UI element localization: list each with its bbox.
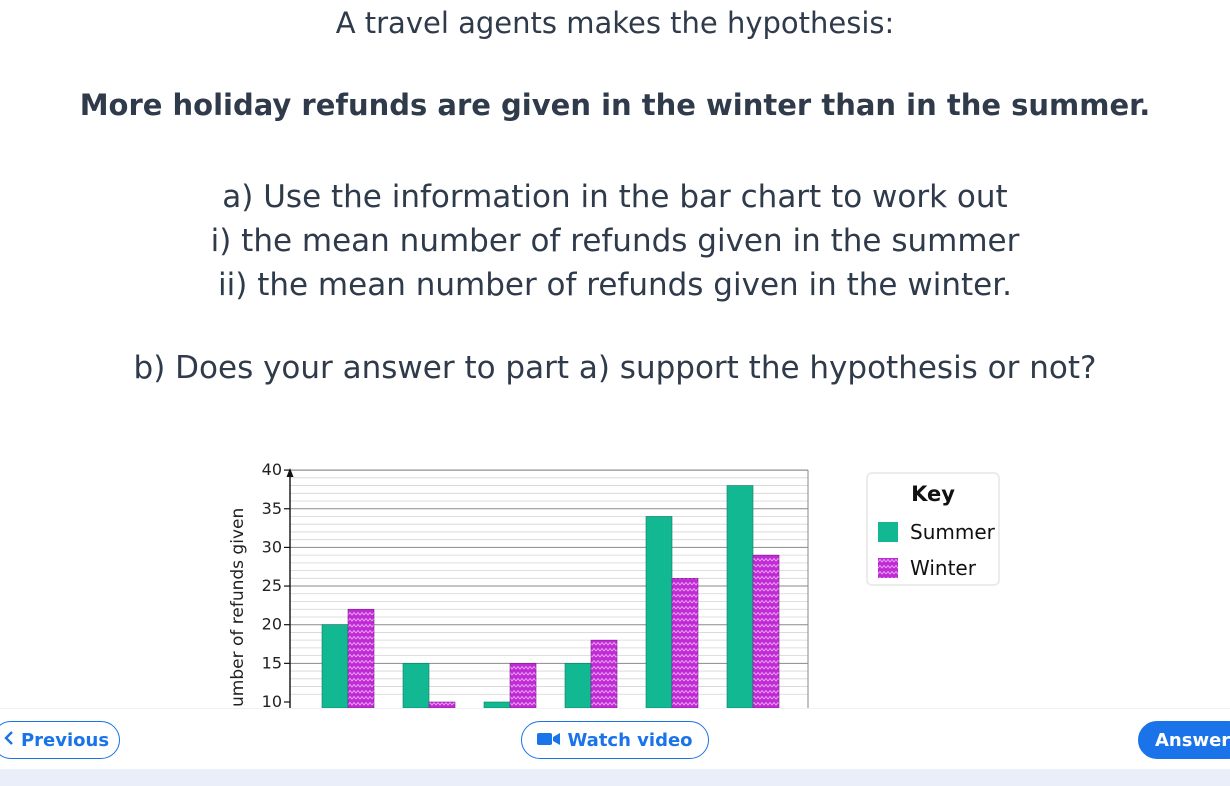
winter-swatch	[878, 558, 898, 578]
key-title: Key	[911, 482, 955, 506]
summer-bar	[726, 485, 754, 708]
key-winter-label: Winter	[910, 556, 976, 580]
key-item-winter: Winter	[878, 556, 976, 580]
part-a-line: a) Use the information in the bar chart …	[222, 179, 1008, 215]
winter-bar	[671, 578, 699, 708]
answer-button[interactable]: Answer	[1138, 721, 1230, 759]
summer-bar	[564, 663, 592, 708]
summer-swatch	[878, 522, 898, 542]
winter-bar	[590, 639, 618, 708]
y-tick-label: 30	[262, 537, 282, 556]
y-axis-label: umber of refunds given	[228, 508, 248, 707]
chart-key: Key Summer Winter	[866, 472, 1000, 586]
y-axis-arrow	[286, 468, 294, 477]
winter-bar	[347, 608, 375, 708]
video-camera-icon	[537, 730, 561, 751]
question-part-b: b) Does your answer to part a) support t…	[133, 350, 1097, 386]
previous-label: Previous	[20, 729, 110, 751]
question-part-a: a) Use the information in the bar chart …	[0, 175, 1230, 307]
key-summer-label: Summer	[910, 520, 995, 544]
y-tick-label: 25	[262, 576, 282, 595]
y-tick-label: 15	[262, 653, 282, 672]
part-a-line: i) the mean number of refunds given in t…	[210, 223, 1020, 259]
y-tick-label: 10	[262, 692, 282, 708]
part-a-line: ii) the mean number of refunds given in …	[218, 267, 1012, 303]
bar-chart: 10 15 20 25 30 35 40 umber of refunds given	[228, 460, 809, 708]
watch-video-button[interactable]: Watch video	[521, 721, 709, 759]
hypothesis: More holiday refunds are given in the wi…	[79, 88, 1151, 122]
question-intro: A travel agents makes the hypothesis:	[335, 6, 895, 40]
chevron-left-icon	[3, 730, 15, 751]
answer-label: Answer	[1155, 729, 1230, 751]
y-tick-label: 20	[262, 615, 282, 634]
key-item-summer: Summer	[878, 520, 995, 544]
winter-bar	[509, 663, 537, 708]
winter-bar	[752, 554, 780, 708]
previous-button[interactable]: Previous	[0, 721, 120, 759]
watch-video-label: Watch video	[567, 729, 693, 751]
summer-bar	[402, 663, 430, 708]
summer-bar	[645, 516, 673, 708]
y-tick-label: 35	[262, 499, 282, 518]
y-tick-label: 40	[262, 460, 282, 479]
summer-bar	[321, 624, 349, 708]
bottom-navigation: Previous Watch video Answer	[0, 708, 1230, 786]
winter-bar	[428, 701, 456, 708]
